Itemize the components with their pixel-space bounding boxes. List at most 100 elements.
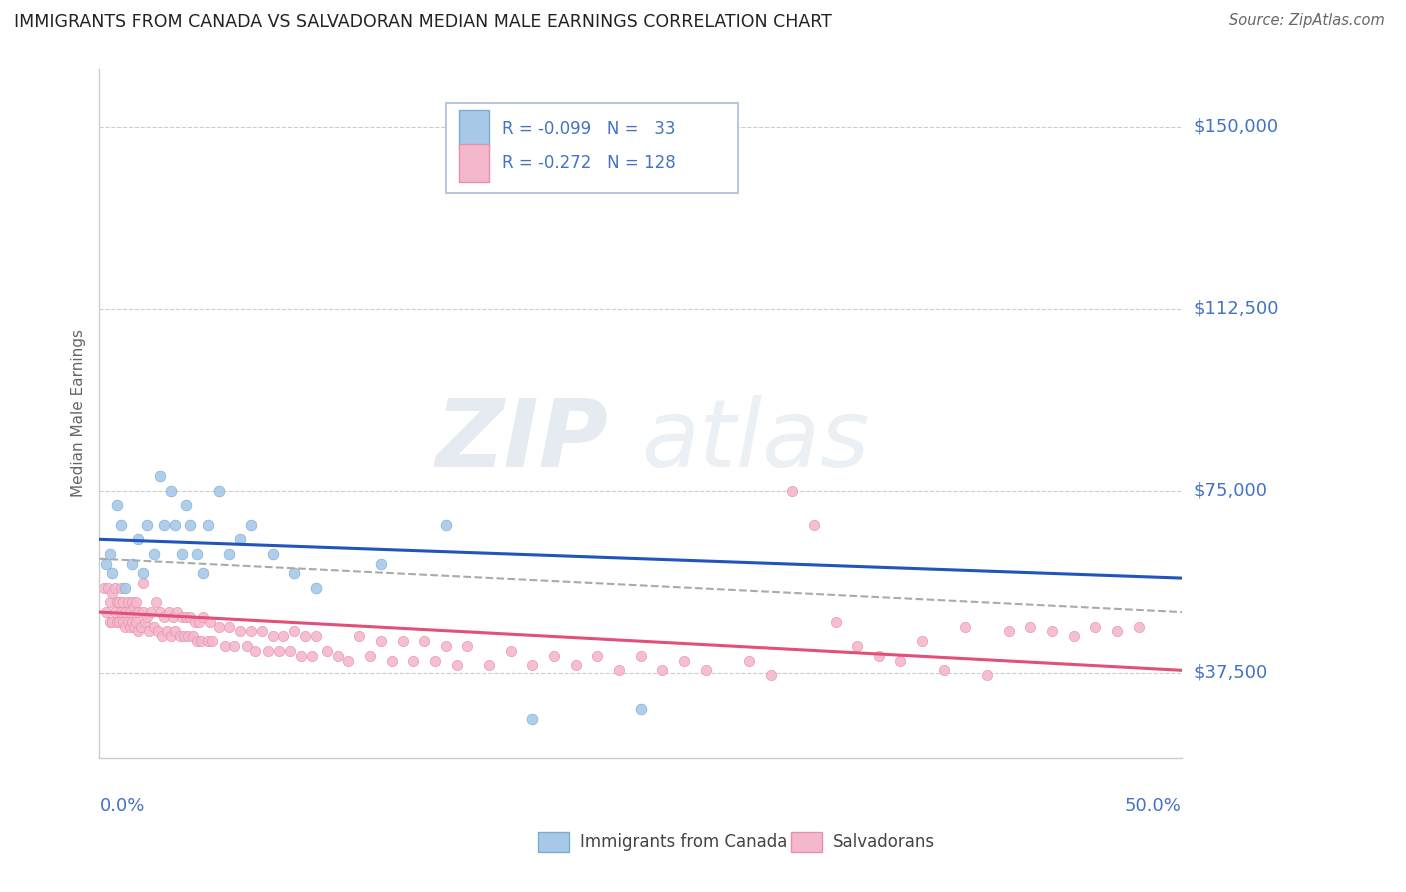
Point — [114, 581, 136, 595]
Point — [207, 620, 229, 634]
Point — [522, 658, 544, 673]
Point — [846, 639, 869, 653]
Point — [146, 624, 169, 639]
Point — [138, 624, 160, 639]
Point — [141, 605, 163, 619]
Point — [607, 663, 630, 677]
Point — [522, 712, 544, 726]
Point — [166, 605, 188, 619]
Point — [250, 624, 273, 639]
Point — [370, 557, 392, 571]
Point — [305, 581, 328, 595]
Text: R = -0.099   N =   33: R = -0.099 N = 33 — [502, 120, 676, 138]
Point — [117, 595, 139, 609]
Point — [759, 668, 782, 682]
Point — [262, 629, 284, 643]
Point — [170, 547, 193, 561]
Point — [179, 517, 201, 532]
Point — [98, 595, 121, 609]
Text: Salvadorans: Salvadorans — [832, 833, 935, 851]
Point — [173, 629, 195, 643]
FancyBboxPatch shape — [446, 103, 738, 193]
Text: IMMIGRANTS FROM CANADA VS SALVADORAN MEDIAN MALE EARNINGS CORRELATION CHART: IMMIGRANTS FROM CANADA VS SALVADORAN MED… — [14, 13, 832, 31]
Point — [94, 605, 117, 619]
Point — [170, 610, 193, 624]
Point — [183, 615, 205, 629]
Point — [193, 566, 215, 581]
Point — [1040, 624, 1063, 639]
Point — [283, 624, 305, 639]
Point — [122, 620, 145, 634]
Point — [186, 634, 208, 648]
Point — [283, 566, 305, 581]
Point — [446, 658, 468, 673]
Point — [142, 620, 165, 634]
Point — [136, 610, 159, 624]
Point — [201, 634, 224, 648]
Point — [121, 557, 143, 571]
Point — [177, 629, 200, 643]
Point — [193, 610, 215, 624]
Point — [197, 634, 219, 648]
Point — [125, 595, 148, 609]
Text: 0.0%: 0.0% — [100, 797, 145, 814]
Point — [955, 620, 977, 634]
Text: atlas: atlas — [641, 395, 869, 486]
Point — [101, 615, 124, 629]
Point — [868, 648, 890, 663]
Point — [672, 654, 695, 668]
Point — [94, 557, 117, 571]
Point — [110, 581, 132, 595]
Point — [129, 620, 152, 634]
Point — [121, 615, 143, 629]
Point — [153, 610, 176, 624]
Point — [326, 648, 349, 663]
Point — [108, 615, 131, 629]
Point — [245, 644, 267, 658]
Point — [112, 615, 135, 629]
Point — [181, 629, 204, 643]
Text: Source: ZipAtlas.com: Source: ZipAtlas.com — [1229, 13, 1385, 29]
Point — [105, 595, 128, 609]
Point — [347, 629, 370, 643]
Text: 50.0%: 50.0% — [1125, 797, 1182, 814]
Point — [157, 605, 180, 619]
Point — [132, 566, 155, 581]
Point — [630, 648, 652, 663]
Point — [630, 702, 652, 716]
Point — [370, 634, 392, 648]
Point — [150, 629, 173, 643]
Point — [218, 547, 240, 561]
Point — [186, 547, 208, 561]
Point — [315, 644, 337, 658]
Point — [93, 581, 115, 595]
Point — [434, 639, 457, 653]
Point — [98, 615, 121, 629]
Point — [98, 547, 121, 561]
Point — [117, 615, 139, 629]
Point — [160, 629, 183, 643]
Point — [651, 663, 673, 677]
Point — [104, 581, 127, 595]
Point — [132, 605, 155, 619]
Point — [142, 547, 165, 561]
Point — [134, 615, 156, 629]
Point — [104, 605, 127, 619]
Point — [121, 595, 143, 609]
Point — [190, 634, 212, 648]
Point — [162, 610, 184, 624]
Point — [1105, 624, 1128, 639]
Point — [257, 644, 280, 658]
Point — [112, 595, 135, 609]
Point — [127, 605, 149, 619]
Point — [695, 663, 717, 677]
Point — [179, 610, 201, 624]
Point — [105, 615, 128, 629]
Point — [1084, 620, 1107, 634]
Point — [976, 668, 998, 682]
Point — [402, 654, 425, 668]
Point — [381, 654, 404, 668]
Point — [391, 634, 413, 648]
Point — [105, 498, 128, 512]
Point — [543, 648, 565, 663]
